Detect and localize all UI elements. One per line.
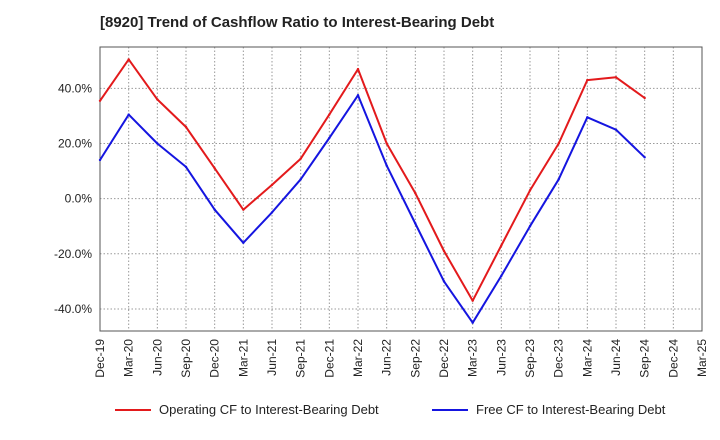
- data-point: [557, 178, 560, 181]
- data-point: [184, 125, 188, 129]
- data-point: [270, 183, 274, 187]
- data-point: [242, 208, 245, 211]
- plot-border: [99, 46, 703, 332]
- x-tick-label: Dec-21: [322, 339, 336, 378]
- data-point: [385, 142, 388, 145]
- data-point: [557, 142, 560, 145]
- series-line-free-cf: [99, 94, 646, 324]
- legend-label-free-cf: Free CF to Interest-Bearing Debt: [476, 402, 666, 417]
- data-point: [586, 116, 589, 119]
- x-tick-label: Mar-25: [695, 339, 709, 377]
- data-point: [98, 99, 102, 102]
- data-point: [471, 299, 474, 302]
- y-tick-label: 40.0%: [58, 81, 92, 95]
- data-point: [184, 165, 188, 169]
- data-point: [614, 76, 618, 79]
- x-tick-label: Mar-22: [351, 339, 365, 377]
- data-point: [213, 167, 216, 170]
- data-point: [528, 225, 532, 228]
- x-tick-label: Jun-21: [265, 339, 279, 376]
- legend-item-free-cf: Free CF to Interest-Bearing Debt: [432, 402, 665, 417]
- x-tick-label: Jun-23: [494, 339, 508, 376]
- data-point: [471, 321, 474, 324]
- x-tick-label: Sep-21: [294, 339, 308, 378]
- legend-swatch-free-cf: [432, 408, 468, 411]
- data-point: [127, 58, 130, 61]
- x-tick-label: Dec-20: [208, 339, 222, 378]
- data-point: [442, 280, 446, 283]
- data-point: [127, 113, 130, 116]
- data-point: [643, 96, 646, 100]
- x-tick-label: Mar-24: [580, 339, 594, 377]
- data-point: [356, 94, 360, 97]
- data-point: [500, 244, 503, 247]
- data-point: [270, 211, 274, 214]
- data-point: [614, 128, 618, 131]
- chart-title: [8920] Trend of Cashflow Ratio to Intere…: [100, 14, 495, 31]
- data-point: [98, 158, 102, 162]
- x-tick-label: Jun-20: [150, 339, 164, 376]
- x-tick-label: Sep-24: [638, 339, 652, 378]
- legend-swatch-operating-cf: [115, 408, 151, 411]
- data-point: [528, 189, 532, 192]
- legend-label-operating-cf: Operating CF to Interest-Bearing Debt: [159, 402, 379, 417]
- x-tick-label: Dec-22: [437, 339, 451, 378]
- data-point: [442, 249, 446, 253]
- y-tick-label: -20.0%: [54, 247, 92, 261]
- series-layer: [98, 58, 646, 324]
- data-point: [299, 157, 302, 160]
- data-point: [414, 222, 417, 225]
- y-tick-label: -40.0%: [54, 302, 92, 316]
- axis-layer: -40.0% -20.0% 0.0% 20.0% 40.0% Dec-19 Mar-20 Ju…: [54, 46, 709, 378]
- chart-legend: Operating CF to Interest-Bearing Debt Fr…: [0, 402, 720, 430]
- x-tick-label: Sep-23: [523, 339, 537, 378]
- data-point: [500, 274, 503, 278]
- x-tick-label: Jun-24: [609, 339, 623, 376]
- x-tick-label: Sep-20: [179, 339, 193, 378]
- data-point: [586, 78, 589, 82]
- data-point: [328, 136, 331, 140]
- x-tick-label: Dec-23: [552, 339, 566, 378]
- x-tick-label: Mar-20: [122, 339, 136, 377]
- data-point: [385, 164, 388, 167]
- x-tick-label: Mar-21: [236, 339, 250, 377]
- data-point: [156, 98, 159, 101]
- data-point: [213, 208, 216, 211]
- x-tick-label: Jun-22: [380, 339, 394, 376]
- data-point: [242, 241, 245, 244]
- data-point: [356, 67, 360, 71]
- series-line-operating-cf: [99, 58, 646, 302]
- y-tick-label: 20.0%: [58, 137, 92, 151]
- data-point: [643, 156, 646, 159]
- data-point: [156, 142, 159, 145]
- x-tick-label: Dec-19: [93, 339, 107, 378]
- x-tick-label: Sep-22: [408, 339, 422, 378]
- x-tick-label: Dec-24: [666, 339, 680, 378]
- data-point: [414, 191, 417, 195]
- y-tick-label: 0.0%: [65, 192, 93, 206]
- data-point: [328, 113, 331, 116]
- grid-layer: [100, 47, 703, 331]
- data-point: [299, 178, 302, 181]
- x-tick-label: Mar-23: [466, 339, 480, 377]
- legend-item-operating-cf: Operating CF to Interest-Bearing Debt: [115, 402, 379, 417]
